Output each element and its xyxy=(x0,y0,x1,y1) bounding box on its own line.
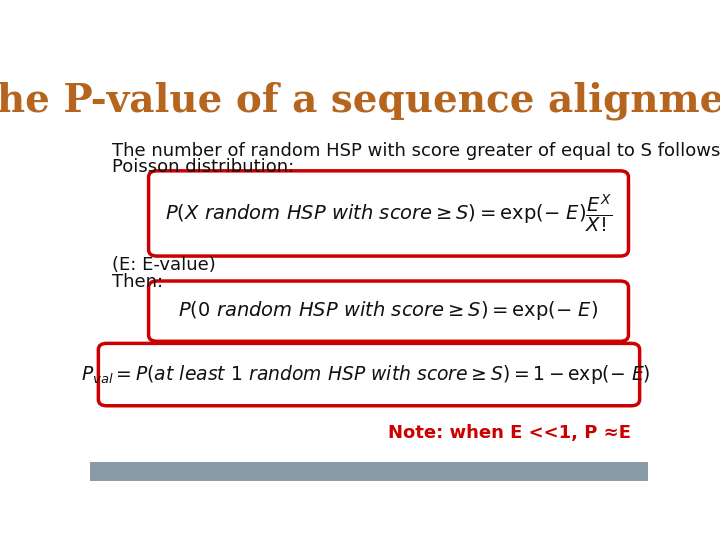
FancyBboxPatch shape xyxy=(99,343,639,406)
FancyBboxPatch shape xyxy=(148,171,629,256)
Text: The number of random HSP with score greater of equal to S follows a: The number of random HSP with score grea… xyxy=(112,141,720,160)
Text: Poisson distribution:: Poisson distribution: xyxy=(112,158,294,177)
FancyBboxPatch shape xyxy=(148,281,629,341)
Text: $\mathit{P}(\mathit{0}\ \mathit{random}\ \mathit{HSP}\ \mathit{with}\ \mathit{sc: $\mathit{P}(\mathit{0}\ \mathit{random}\… xyxy=(179,300,598,322)
FancyBboxPatch shape xyxy=(90,462,648,481)
Text: Then:: Then: xyxy=(112,273,163,291)
Text: The P-value of a sequence alignment: The P-value of a sequence alignment xyxy=(0,82,720,120)
Text: Note: when E <<1, P ≈E: Note: when E <<1, P ≈E xyxy=(388,424,631,442)
Text: (E: E-value): (E: E-value) xyxy=(112,256,216,274)
Text: $\mathit{P}_{\mathit{val}} = \mathit{P}(\mathit{at\ least}\ \mathit{1}\ \mathit{: $\mathit{P}_{\mathit{val}} = \mathit{P}(… xyxy=(81,363,651,386)
Text: $\mathit{P}(\mathit{X}\ \mathit{random}\ \mathit{HSP}\ \mathit{with}\ \mathit{sc: $\mathit{P}(\mathit{X}\ \mathit{random}\… xyxy=(165,192,612,234)
